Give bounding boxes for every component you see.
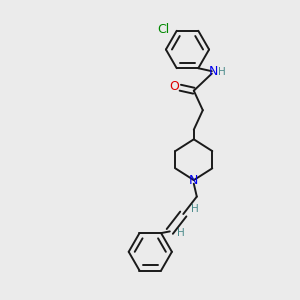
Text: O: O [169, 80, 178, 93]
Text: H: H [218, 67, 226, 77]
Text: N: N [208, 65, 218, 78]
Text: H: H [191, 204, 199, 214]
Text: N: N [189, 174, 199, 187]
Text: Cl: Cl [157, 23, 169, 36]
Text: H: H [177, 228, 185, 238]
